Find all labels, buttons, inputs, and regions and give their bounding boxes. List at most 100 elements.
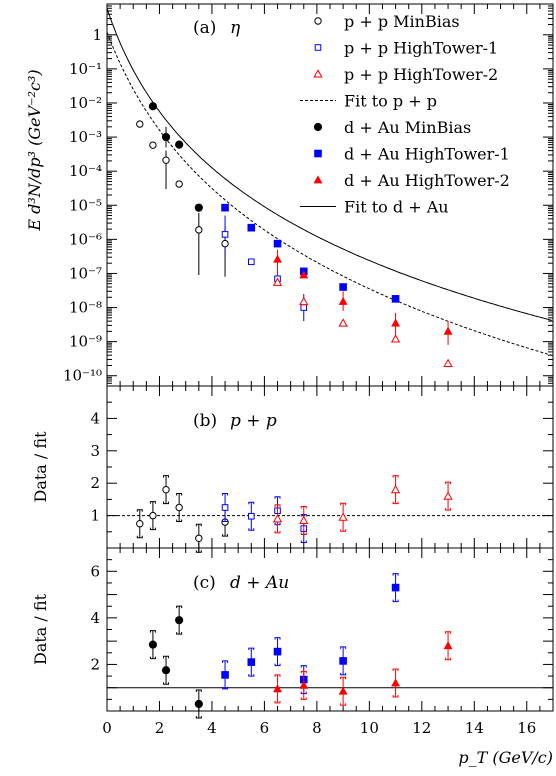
y-tick-label: 10⁻⁴ <box>69 162 102 180</box>
data-point-error-cap <box>274 504 281 534</box>
data-point-error-cap <box>163 655 170 685</box>
x-axis-label: p_T (GeV/c) <box>458 748 553 767</box>
data-point <box>338 686 348 695</box>
data-point-error-cap <box>340 646 347 676</box>
data-point-shape <box>443 491 453 500</box>
panel-frame-0 <box>106 3 554 387</box>
data-point-shape <box>194 699 203 709</box>
data-point <box>390 334 401 343</box>
data-point-shape <box>149 511 157 520</box>
data-point-shape <box>175 503 183 512</box>
data-point <box>194 203 203 212</box>
x-tick-label: 2 <box>155 719 165 737</box>
data-point-error-cap <box>176 605 183 635</box>
fit-curve-dau <box>106 8 552 321</box>
panel-title: d + Au <box>230 573 289 593</box>
data-point-error-cap <box>163 475 170 505</box>
data-point <box>300 304 308 311</box>
data-point <box>391 318 401 327</box>
y-tick-label: 10⁻⁹ <box>69 333 102 351</box>
y-tick-label: 10⁻² <box>69 94 102 112</box>
data-point <box>221 239 229 248</box>
legend-label: p + p MinBias <box>344 12 460 31</box>
x-tick-label: 12 <box>412 719 431 737</box>
data-point-shape <box>221 504 229 511</box>
data-point-shape <box>247 658 256 666</box>
data-point <box>162 156 170 164</box>
data-point-error-cap <box>176 493 183 522</box>
data-point <box>161 666 171 675</box>
x-tick-label: 16 <box>517 719 536 737</box>
data-point <box>273 254 282 263</box>
data-point <box>443 358 453 367</box>
data-point-shape <box>161 666 171 675</box>
data-point-shape <box>299 270 309 279</box>
data-point-error-cap <box>222 493 229 522</box>
panel-label: (c) <box>193 573 216 593</box>
panel-frame-2 <box>106 547 554 712</box>
data-point-error-cap <box>274 674 281 704</box>
data-point-shape <box>194 203 203 212</box>
data-point-shape <box>162 485 170 494</box>
y-axis-label: Data / fit <box>31 593 50 665</box>
data-point-shape <box>272 277 283 286</box>
data-point-shape <box>338 318 348 327</box>
data-point <box>443 326 453 335</box>
legend-label: p + p HighTower-1 <box>344 39 498 58</box>
data-point <box>273 684 282 693</box>
data-point-shape <box>443 326 453 335</box>
data-point <box>338 512 348 521</box>
data-point-shape <box>195 534 203 542</box>
y-tick-label: 4 <box>90 609 100 627</box>
x-tick-label: 8 <box>312 719 322 737</box>
data-point-error-cap <box>392 668 399 698</box>
legend-label: d + Au HighTower-1 <box>344 145 510 164</box>
data-point-shape <box>299 680 309 689</box>
data-point <box>299 270 309 279</box>
data-point-error-cap <box>300 670 307 700</box>
data-point-shape <box>161 132 171 142</box>
data-point <box>175 616 184 625</box>
data-point <box>162 485 170 494</box>
data-point-shape <box>391 295 400 303</box>
data-point-shape <box>273 254 282 263</box>
y-tick-label: 10⁻⁷ <box>69 264 102 282</box>
panel-label: (b) <box>193 411 217 431</box>
legend-marker <box>314 44 322 51</box>
data-point <box>148 102 158 111</box>
data-point-shape <box>175 140 184 149</box>
data-point-error-cap <box>340 502 347 532</box>
legend-marker-shape <box>314 149 322 158</box>
y-tick-label: 10⁻¹ <box>69 60 102 78</box>
data-point <box>247 658 256 666</box>
data-point <box>175 180 183 188</box>
data-point-shape <box>339 657 347 665</box>
data-point-shape <box>195 226 203 234</box>
x-tick-label: 6 <box>260 719 270 737</box>
data-point <box>221 504 229 511</box>
data-point <box>339 657 347 665</box>
legend-marker-shape <box>314 44 322 51</box>
data-point-shape <box>390 334 401 343</box>
data-point-shape <box>247 223 256 232</box>
data-point-error-cap <box>222 660 229 690</box>
legend-marker <box>314 17 322 25</box>
y-tick-label: 3 <box>90 442 100 460</box>
data-point <box>299 680 309 689</box>
y-tick-label: 2 <box>90 655 100 673</box>
data-point <box>272 277 283 286</box>
legend-label: d + Au HighTower-2 <box>344 171 510 190</box>
data-point <box>338 296 348 305</box>
data-point <box>443 491 453 500</box>
data-point-shape <box>148 102 158 111</box>
data-point-shape <box>391 318 401 327</box>
data-point <box>273 239 282 248</box>
data-point-shape <box>273 684 282 693</box>
data-point-shape <box>247 258 255 266</box>
x-tick-label: 14 <box>465 719 484 737</box>
panel-title-a: η <box>230 18 241 38</box>
data-point-error-cap <box>195 689 202 719</box>
legend-marker-shape <box>313 69 323 78</box>
